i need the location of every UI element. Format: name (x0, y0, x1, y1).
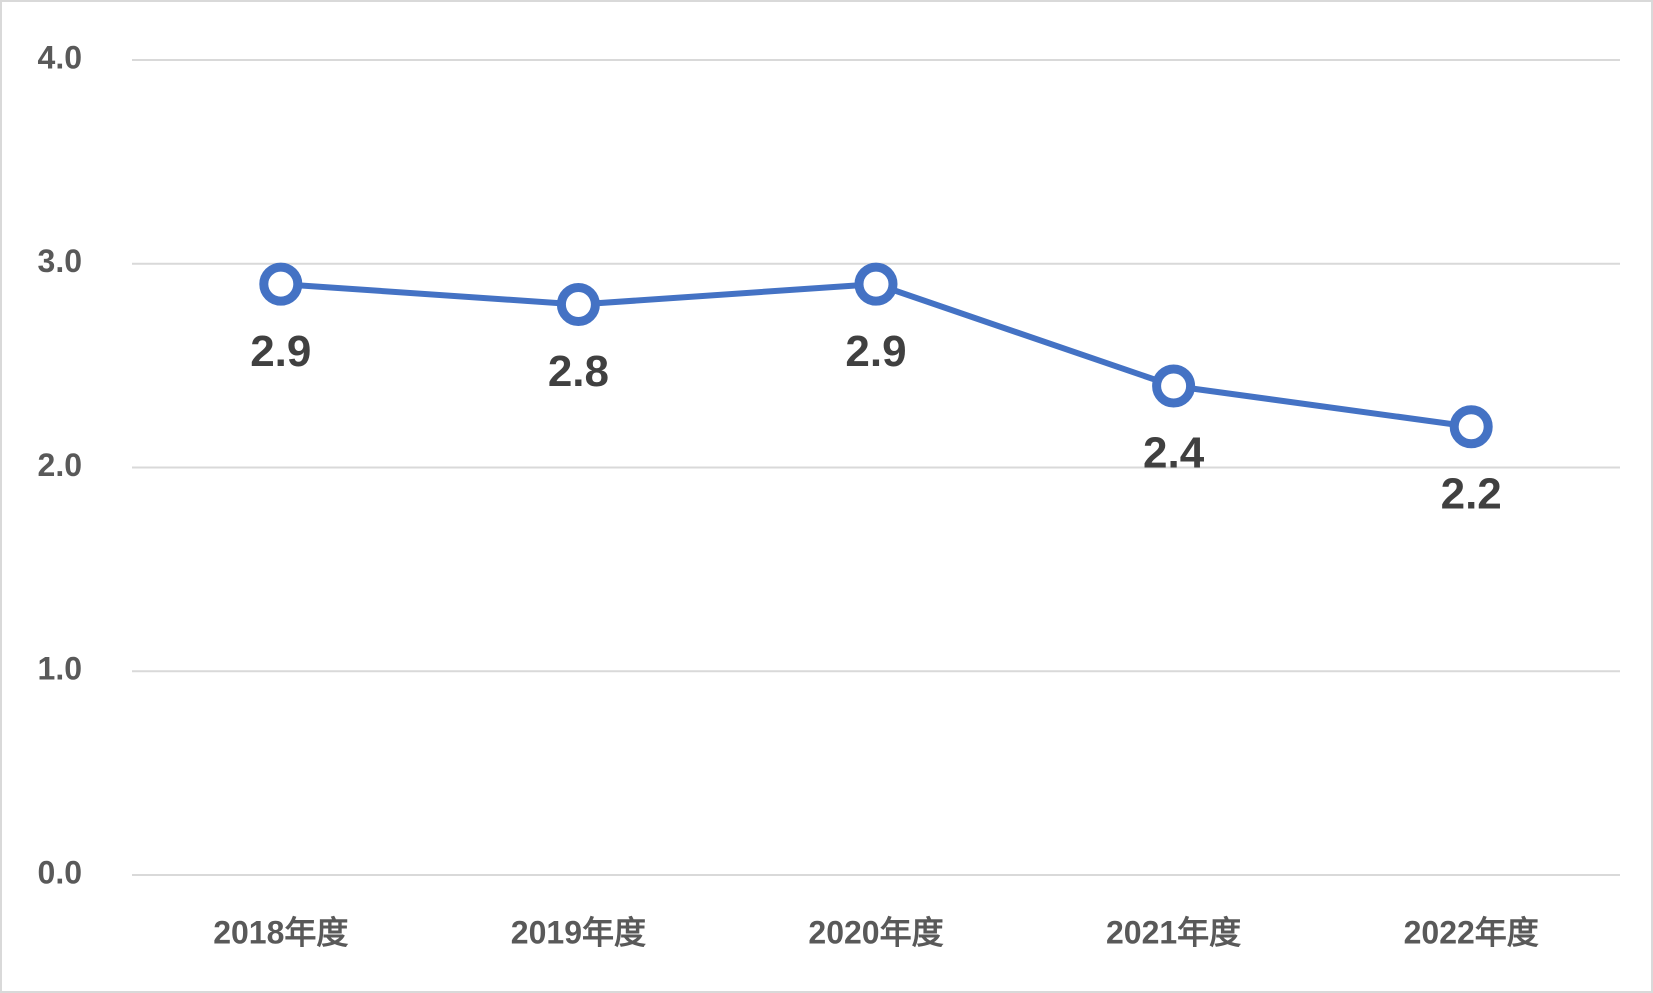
y-tick-label: 4.0 (38, 39, 82, 75)
marker (1449, 405, 1493, 449)
data-label: 2.8 (548, 347, 609, 396)
x-tick-label: 2019年度 (511, 914, 646, 950)
data-label: 2.9 (845, 327, 906, 376)
marker (1152, 364, 1196, 408)
x-tick-label: 2021年度 (1106, 914, 1241, 950)
x-tick-label: 2018年度 (213, 914, 348, 950)
data-label: 2.9 (250, 327, 311, 376)
marker (556, 283, 600, 326)
y-tick-label: 3.0 (38, 243, 82, 279)
y-tick-label: 1.0 (38, 651, 82, 687)
y-tick-label: 2.0 (38, 447, 82, 483)
x-tick-label: 2020年度 (808, 914, 943, 950)
y-tick-label: 0.0 (38, 854, 82, 890)
data-label: 2.2 (1441, 469, 1502, 518)
marker (854, 262, 898, 306)
x-tick-label: 2022年度 (1404, 914, 1539, 950)
data-label: 2.4 (1143, 429, 1205, 478)
marker (259, 262, 303, 306)
